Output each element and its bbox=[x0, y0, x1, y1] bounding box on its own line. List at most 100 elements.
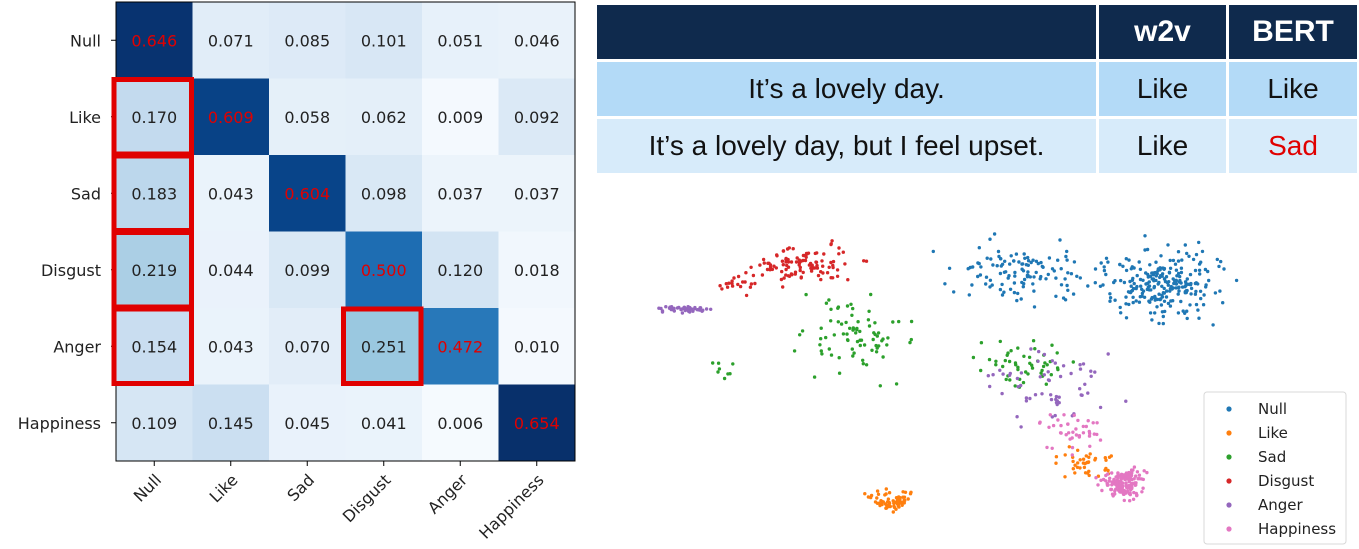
scatter-point bbox=[1104, 466, 1108, 471]
scatter-point bbox=[1179, 299, 1183, 304]
scatter-point bbox=[1024, 399, 1029, 403]
scatter-point bbox=[731, 362, 735, 366]
scatter-point bbox=[744, 271, 748, 275]
scatter-point bbox=[835, 274, 840, 278]
scatter-point bbox=[804, 292, 808, 297]
scatter-point bbox=[881, 355, 885, 359]
scatter-point bbox=[1071, 467, 1075, 471]
scatter-point bbox=[1103, 456, 1107, 460]
scatter-point bbox=[887, 491, 892, 495]
scatter-point bbox=[1034, 270, 1038, 275]
scatter-point bbox=[1183, 311, 1187, 315]
scatter-point bbox=[830, 239, 834, 243]
scatter-point bbox=[1139, 284, 1143, 288]
scatter-point bbox=[1162, 286, 1166, 291]
scatter-point bbox=[1166, 243, 1170, 247]
scatter-point bbox=[709, 307, 713, 311]
scatter-point bbox=[1121, 264, 1125, 268]
scatter-point bbox=[1194, 302, 1199, 307]
scatter-point bbox=[1002, 270, 1007, 274]
scatter-point bbox=[1053, 361, 1057, 365]
scatter-point bbox=[1021, 285, 1025, 289]
scatter-point bbox=[1128, 279, 1132, 284]
legend-entry: Disgust bbox=[1258, 472, 1314, 490]
scatter-point bbox=[1028, 396, 1032, 401]
scatter-point bbox=[736, 282, 740, 287]
heatmap-value-label: 0.098 bbox=[361, 184, 407, 203]
scatter-point bbox=[1164, 275, 1169, 279]
scatter-point bbox=[820, 352, 824, 356]
scatter-point bbox=[1016, 346, 1020, 350]
scatter-point bbox=[1093, 281, 1097, 285]
scatter-point bbox=[1127, 302, 1131, 307]
scatter-point bbox=[1019, 425, 1023, 429]
embedding-scatter-svg: Null Like Sad Disgust Anger Happiness bbox=[657, 232, 1347, 545]
scatter-point bbox=[793, 270, 798, 274]
scatter-point bbox=[727, 281, 731, 285]
heatmap-cell bbox=[269, 308, 346, 385]
heatmap-cell bbox=[422, 384, 499, 462]
scatter-point bbox=[892, 504, 896, 508]
legend-marker bbox=[1226, 430, 1232, 436]
heatmap-value-label: 0.043 bbox=[208, 184, 254, 203]
scatter-point bbox=[1180, 285, 1185, 289]
scatter-point bbox=[1063, 453, 1067, 457]
scatter-point bbox=[1000, 391, 1004, 396]
scatter-point bbox=[803, 258, 808, 263]
scatter-point bbox=[1099, 261, 1103, 265]
scatter-point bbox=[1199, 296, 1203, 301]
scatter-point bbox=[1234, 278, 1239, 283]
scatter-point bbox=[891, 320, 895, 324]
scatter-point bbox=[1081, 362, 1086, 366]
scatter-point bbox=[819, 326, 823, 330]
scatter-point bbox=[1222, 267, 1226, 271]
scatter-point bbox=[1198, 272, 1202, 276]
scatter-point bbox=[1177, 285, 1181, 289]
scatter-point bbox=[909, 319, 914, 324]
scatter-point bbox=[1024, 396, 1029, 400]
scatter-point bbox=[1031, 339, 1036, 343]
scatter-point bbox=[1109, 454, 1113, 458]
scatter-point bbox=[1141, 278, 1145, 282]
scatter-point bbox=[738, 284, 743, 289]
scatter-point bbox=[1122, 492, 1126, 496]
scatter-point bbox=[1020, 262, 1024, 266]
scatter-point bbox=[1056, 367, 1060, 372]
scatter-point bbox=[1137, 473, 1142, 477]
scatter-point bbox=[1188, 272, 1193, 277]
scatter-point bbox=[730, 284, 735, 288]
heatmap-cell bbox=[345, 231, 423, 309]
scatter-point bbox=[1141, 486, 1145, 490]
scatter-point bbox=[1219, 259, 1223, 264]
heatmap-value-label: 0.120 bbox=[437, 261, 483, 280]
scatter-point bbox=[874, 350, 879, 354]
scatter-point bbox=[1074, 433, 1079, 437]
scatter-point bbox=[1032, 289, 1036, 293]
scatter-point bbox=[832, 333, 836, 337]
scatter-point bbox=[1106, 483, 1110, 487]
scatter-point bbox=[1026, 259, 1031, 263]
scatter-point bbox=[798, 333, 802, 337]
scatter-point bbox=[1064, 433, 1068, 437]
scatter-point bbox=[1078, 367, 1083, 371]
scatter-point bbox=[1161, 266, 1165, 270]
scatter-point bbox=[1167, 270, 1172, 274]
scatter-point bbox=[1110, 480, 1114, 484]
scatter-point bbox=[1119, 477, 1124, 481]
scatter-point bbox=[845, 332, 849, 336]
scatter-point bbox=[1134, 474, 1138, 478]
scatter-point bbox=[1073, 471, 1077, 475]
scatter-point bbox=[837, 356, 841, 360]
scatter-point bbox=[1110, 483, 1114, 487]
legend-frame bbox=[1203, 391, 1347, 545]
scatter-point bbox=[1155, 305, 1159, 309]
scatter-point bbox=[984, 275, 989, 279]
scatter-point bbox=[677, 305, 681, 310]
heatmap-value-label: 0.071 bbox=[208, 31, 254, 50]
scatter-point bbox=[1078, 276, 1082, 280]
scatter-point bbox=[1143, 248, 1147, 252]
scatter-point bbox=[1032, 275, 1036, 279]
scatter-point bbox=[744, 293, 749, 298]
heatmap-cell bbox=[192, 308, 270, 385]
scatter-point bbox=[855, 339, 860, 344]
